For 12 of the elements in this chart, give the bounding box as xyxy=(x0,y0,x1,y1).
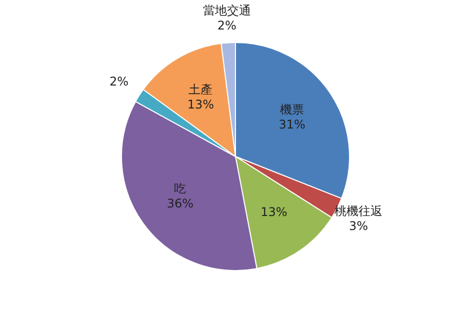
data-label: 2% xyxy=(217,18,236,32)
data-label: 13% xyxy=(260,205,288,220)
data-label: 36% xyxy=(166,196,194,210)
slice-label: 土產 xyxy=(188,82,213,96)
slice-label: 吃 xyxy=(174,181,186,196)
data-label: 3% xyxy=(348,218,368,233)
data-label: 13% xyxy=(187,97,214,112)
data-label: 2% xyxy=(109,74,129,89)
data-label: 31% xyxy=(278,118,306,132)
slice-label: 機票 xyxy=(280,102,304,117)
slice-label: 桃機往返 xyxy=(334,204,382,218)
slice-label: 當地交通 xyxy=(202,3,251,18)
